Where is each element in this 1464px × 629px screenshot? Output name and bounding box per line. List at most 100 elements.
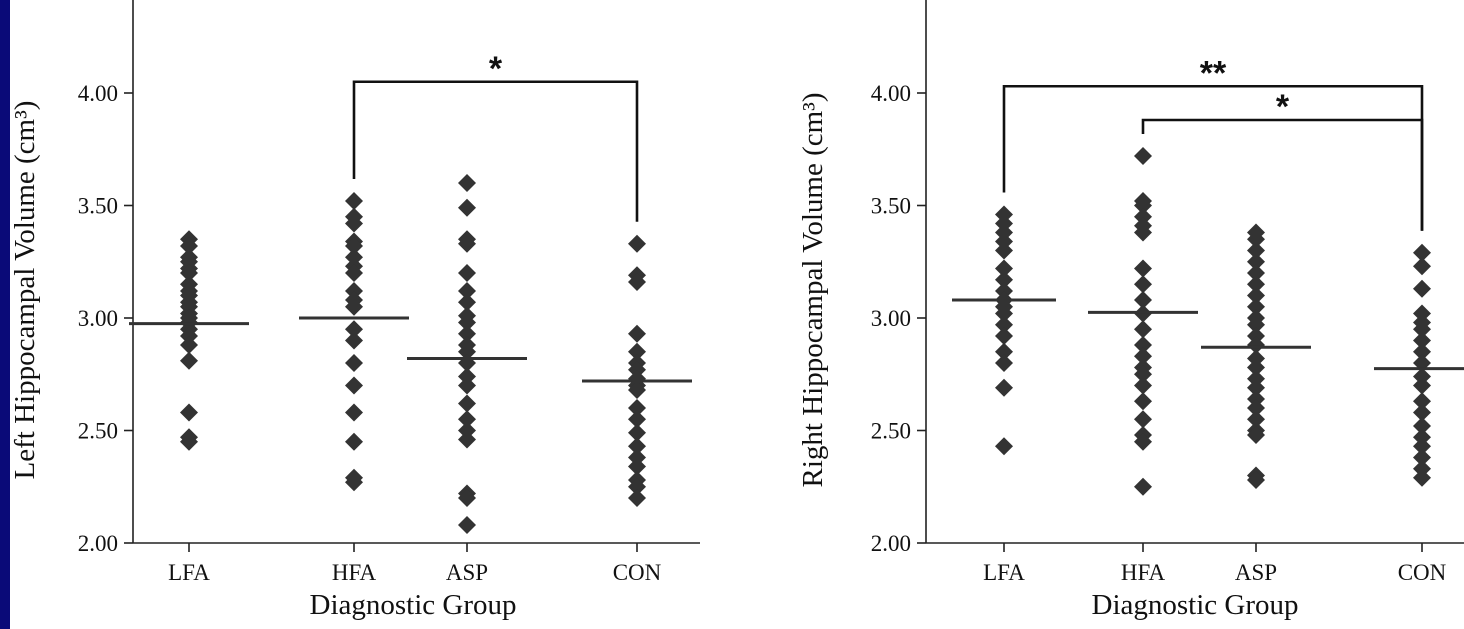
right-chart-x-axis-title: Diagnostic Group [1092,589,1299,621]
right-chart-point-hfa [1134,223,1152,242]
left-chart-y-tick-label: 2.00 [78,531,118,556]
left-chart-point-asp [458,293,476,312]
right-chart-x-tick-label-con: CON [1398,560,1447,585]
right-chart-x-tick-label-hfa: HFA [1121,560,1166,585]
left-chart-y-tick-label: 4.00 [78,81,118,106]
right-chart-point-hfa [1134,275,1152,294]
right-chart-point-con [1413,257,1431,276]
left-chart-point-asp [458,342,476,361]
left-chart-point-hfa [345,376,363,395]
right-chart-point-hfa [1134,259,1152,278]
left-chart-point-asp [458,198,476,217]
left-chart-significance-bracket [352,80,639,222]
left-chart-point-asp [458,394,476,413]
right-chart-point-asp [1247,336,1265,354]
left-chart-point-asp [458,234,476,253]
left-chart-point-hfa [345,473,363,492]
right-chart-point-lfa [995,437,1013,456]
right-chart-point-lfa [995,259,1013,278]
right-chart-point-con [1413,417,1431,435]
right-chart-y-tick-label: 2.00 [871,531,911,556]
left-chart-point-asp [458,264,476,282]
right-chart-point-lfa [995,241,1013,260]
left-chart-point-hfa [345,320,363,339]
right-chart-point-lfa [995,315,1013,334]
right-chart-point-con [1413,392,1431,411]
left-chart-point-hfa [345,354,363,372]
right-chart-y-tick-label: 4.00 [871,81,911,106]
right-chart-point-hfa [1134,196,1152,215]
left-chart-point-hfa [345,297,363,316]
right-chart-y-tick-label: 3.00 [871,306,911,331]
right-chart-point-asp [1247,426,1265,444]
right-chart-point-con [1413,437,1431,456]
left-panel-background [10,0,731,629]
left-chart-point-con [628,457,646,476]
left-chart-point-con [628,342,646,361]
right-chart-point-hfa [1134,376,1152,395]
right-chart-significance-label: * [1276,88,1290,126]
left-chart-point-asp [458,516,476,534]
left-chart-point-lfa [180,351,198,370]
left-chart-point-lfa [180,237,198,255]
right-chart-point-asp [1247,358,1265,377]
left-chart-point-hfa [345,237,363,255]
left-chart-point-hfa [345,264,363,282]
left-chart-point-hfa [345,432,363,451]
right-chart-point-lfa [995,304,1013,323]
right-chart-point-lfa [995,378,1013,397]
right-chart-y-axis-title: Right Hippocampal Volume (cm³) [797,92,829,487]
left-chart-point-con [628,399,646,417]
right-chart-point-hfa [1134,336,1152,354]
right-chart-point-hfa [1134,291,1152,309]
left-chart-point-asp [458,324,476,343]
right-chart-point-hfa [1134,392,1152,411]
right-chart-point-con [1413,448,1431,467]
right-chart-point-hfa [1134,410,1152,429]
right-chart-point-con [1413,331,1431,350]
left-chart-point-asp [458,430,476,449]
left-chart-significance-label: * [489,50,503,88]
left-chart-point-lfa [180,403,198,422]
left-chart-point-hfa [345,214,363,233]
right-chart-x-tick-label-asp: ASP [1235,560,1277,585]
left-chart-point-con [628,477,646,496]
right-chart-point-asp [1247,410,1265,429]
left-chart-x-tick-label-asp: ASP [446,560,488,585]
left-chart-y-tick-label: 3.00 [78,306,118,331]
right-chart-point-con [1413,279,1431,298]
left-chart-point-con [628,324,646,343]
right-chart-point-lfa [995,354,1013,372]
right-chart-point-hfa [1134,477,1152,496]
left-chart-point-con [628,489,646,507]
right-chart-point-hfa [1134,320,1152,339]
right-chart-point-hfa [1134,432,1152,451]
left-chart-point-con [628,381,646,399]
left-chart-point-asp [458,313,476,332]
left-chart-point-lfa [180,336,198,354]
left-chart-point-hfa [345,331,363,350]
left-chart-point-asp [458,376,476,395]
right-chart-point-con [1413,468,1431,487]
left-chart-point-asp [458,174,476,192]
left-chart-point-con [628,437,646,456]
left-chart-point-hfa [345,192,363,210]
right-chart-point-con [1413,243,1431,262]
left-chart-x-tick-label-con: CON [613,560,662,585]
right-chart-point-lfa [995,342,1013,361]
right-chart-point-asp [1247,315,1265,334]
left-chart-x-tick-label-hfa: HFA [332,560,377,585]
right-chart-point-asp [1247,378,1265,397]
left-chart-y-tick-label: 2.50 [78,419,118,444]
right-chart-point-lfa [995,270,1013,289]
left-chart-point-asp [458,489,476,507]
left-chart-y-tick-label: 3.50 [78,194,118,219]
right-chart-y-tick-label: 3.50 [871,194,911,219]
left-chart-y-axis-title: Left Hippocampal Volume (cm³) [9,101,41,480]
right-chart-significance-bracket [1141,118,1424,231]
right-chart-point-con [1413,342,1431,361]
right-chart-point-lfa [995,327,1013,345]
right-chart-point-asp [1247,264,1265,282]
